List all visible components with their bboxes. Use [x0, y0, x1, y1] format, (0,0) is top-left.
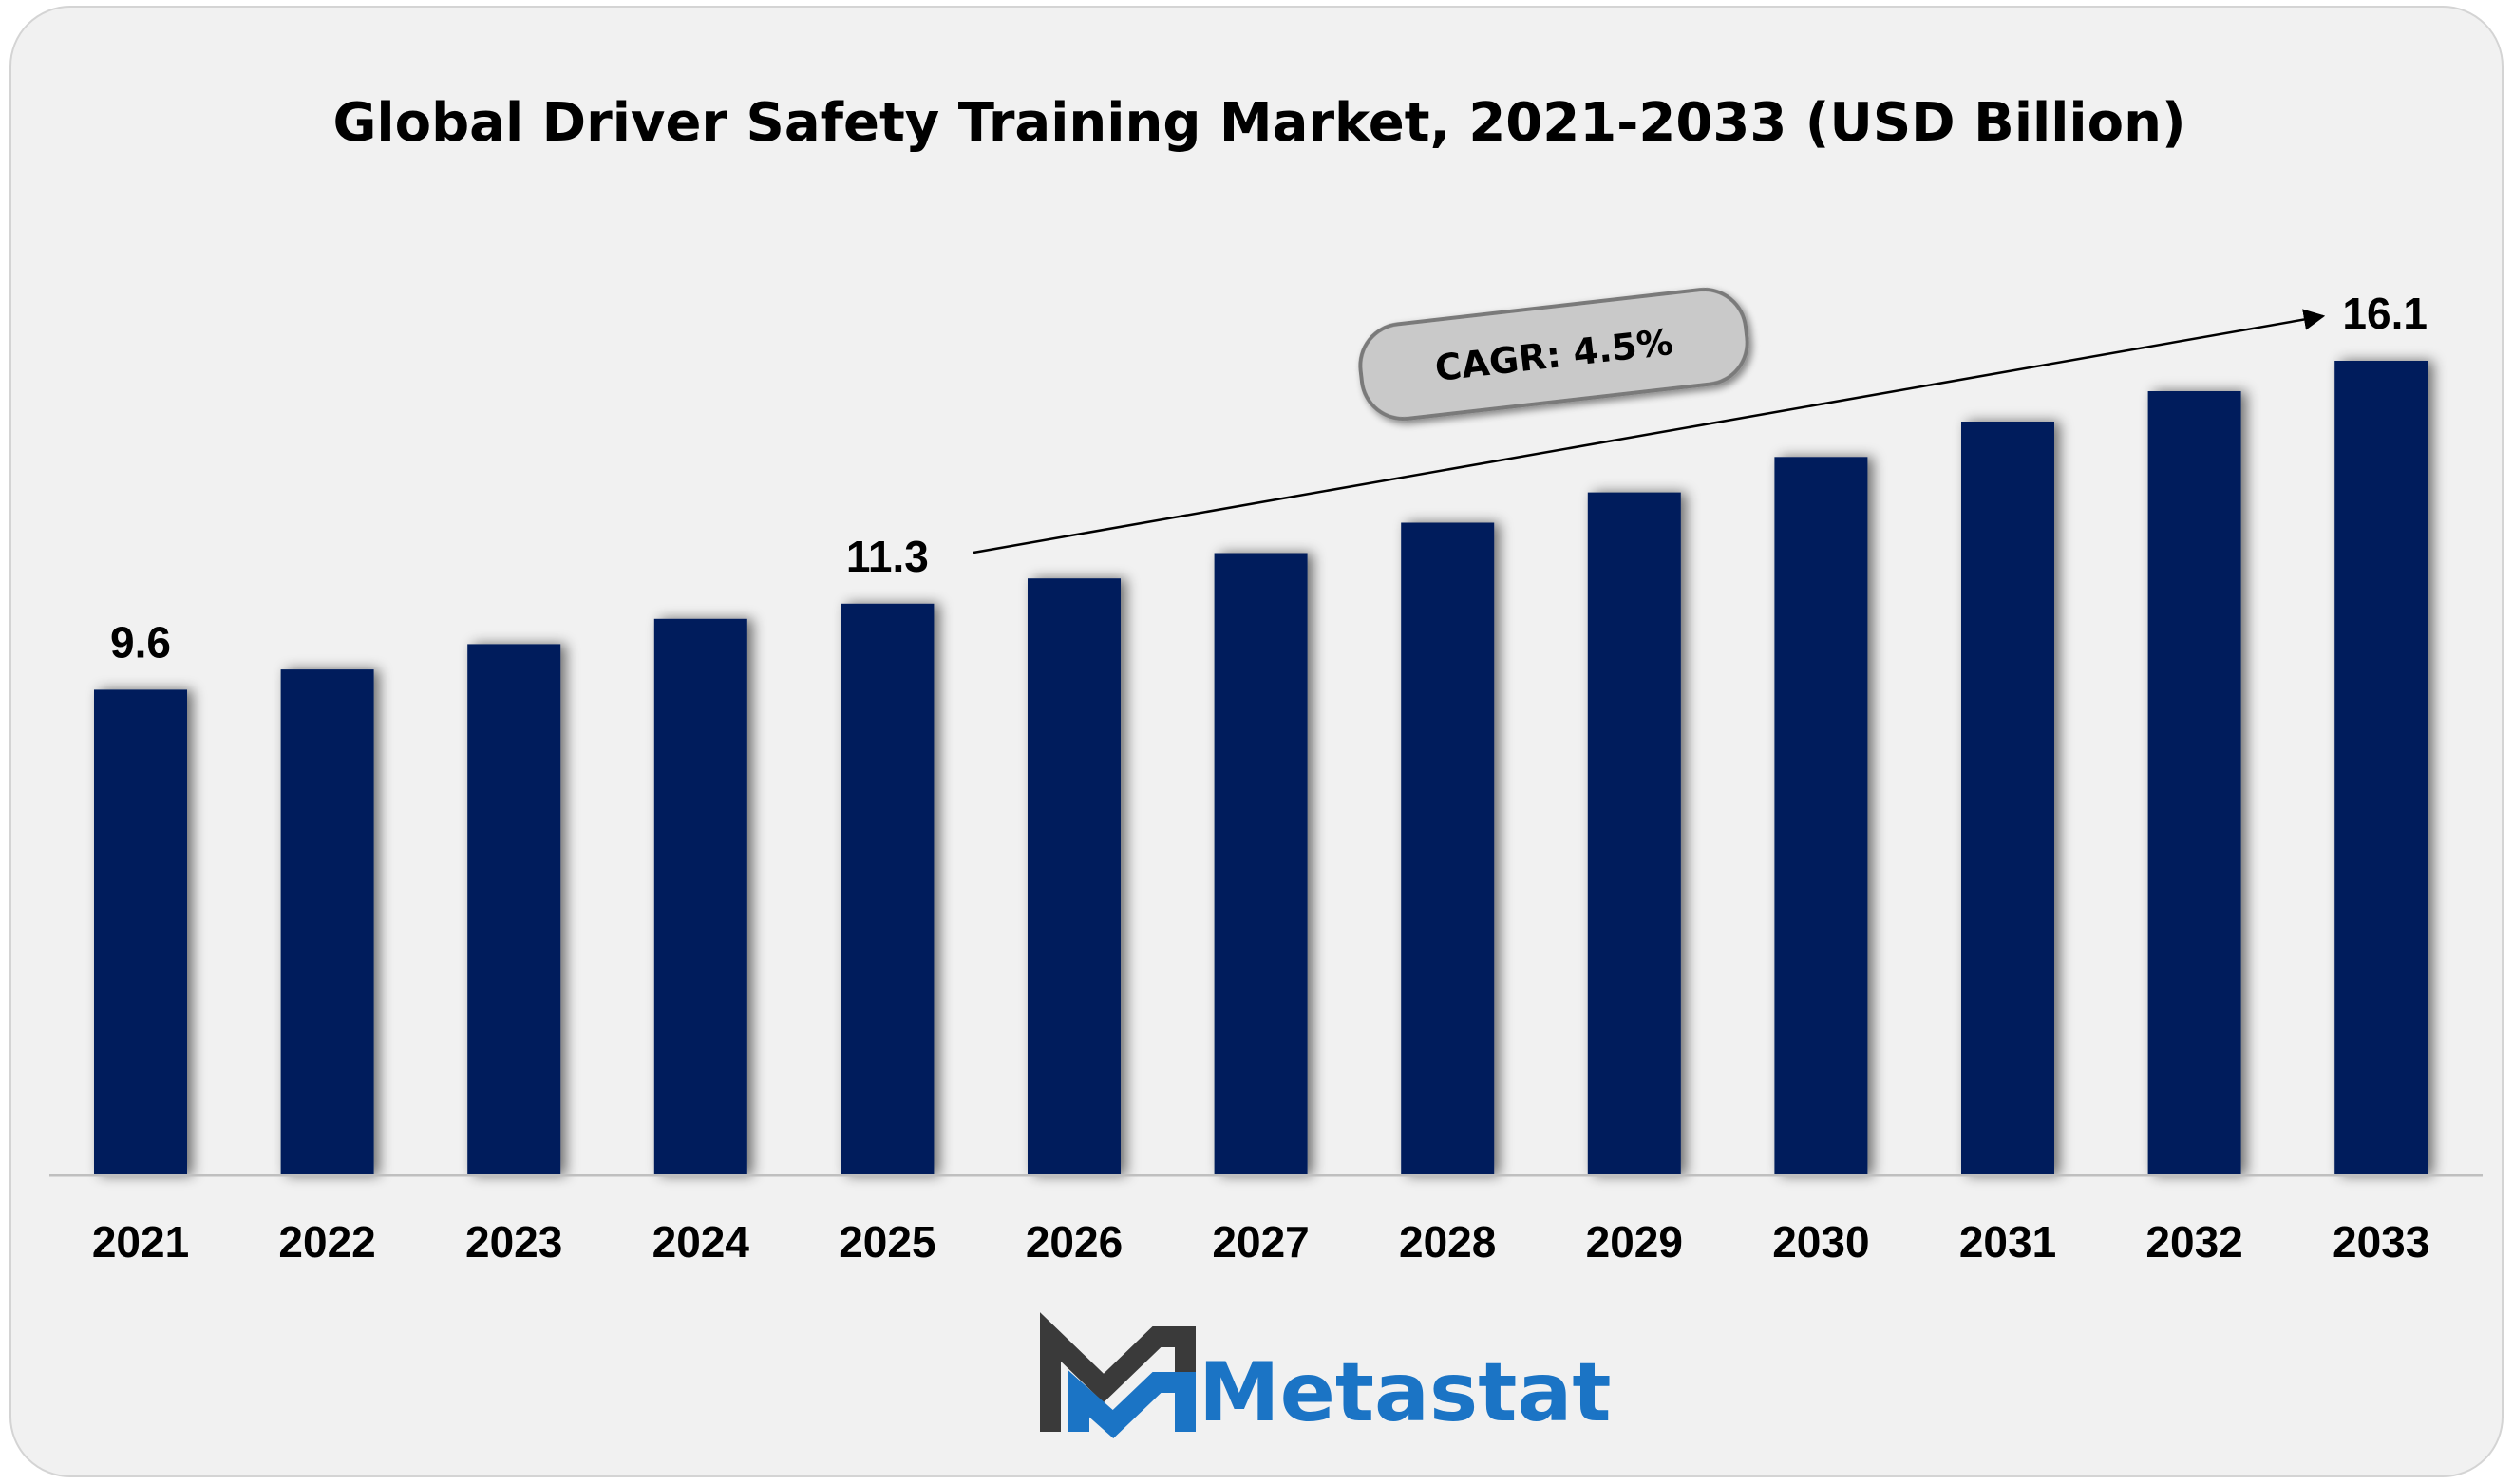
bar-2031 [1961, 422, 2054, 1175]
chart-title: Global Driver Safety Training Market, 20… [332, 92, 2185, 154]
x-tick-2027: 2027 [1212, 1217, 1309, 1267]
bar-2021 [94, 689, 187, 1175]
x-tick-2033: 2033 [2333, 1217, 2429, 1267]
brand-name: Metastat [1199, 1345, 1612, 1440]
value-label-2033: 16.1 [2342, 289, 2428, 338]
x-tick-2031: 2031 [1959, 1217, 2056, 1267]
x-tick-2021: 2021 [92, 1217, 189, 1267]
cagr-badge: CAGR: 4.5% [1358, 287, 1749, 422]
bar-2027 [1214, 553, 1308, 1175]
metastat-logo: Metastat [1040, 1312, 1612, 1440]
bar-2028 [1401, 522, 1495, 1175]
bar-2026 [1028, 578, 1121, 1175]
metastat-m-icon [1040, 1312, 1196, 1438]
bar-2024 [653, 618, 747, 1175]
bar-2032 [2147, 391, 2241, 1175]
x-tick-2028: 2028 [1399, 1217, 1496, 1267]
x-tick-2024: 2024 [652, 1217, 750, 1267]
x-tick-2030: 2030 [1772, 1217, 1869, 1267]
bar-2029 [1587, 492, 1681, 1175]
bar-2033 [2334, 361, 2428, 1175]
bars-group [94, 361, 2428, 1175]
x-tick-2032: 2032 [2145, 1217, 2242, 1267]
bar-2030 [1774, 457, 1868, 1175]
value-label-2025: 11.3 [846, 532, 929, 581]
bar-2025 [841, 603, 935, 1175]
bar-2023 [467, 644, 561, 1175]
value-label-2021: 9.6 [110, 617, 171, 667]
cagr-arrow [973, 309, 2326, 554]
cagr-pill [1358, 287, 1749, 422]
x-tick-2025: 2025 [839, 1217, 935, 1267]
bar-2022 [280, 669, 374, 1175]
x-tick-labels: 2021 2022 2023 2024 2025 2026 2027 2028 2029 2030… [92, 1217, 2430, 1267]
x-tick-2029: 2029 [1586, 1217, 1683, 1267]
value-labels: 9.6 11.3 16.1 [110, 289, 2428, 667]
x-tick-2022: 2022 [278, 1217, 375, 1267]
x-tick-2023: 2023 [465, 1217, 562, 1267]
x-tick-2026: 2026 [1026, 1217, 1123, 1267]
